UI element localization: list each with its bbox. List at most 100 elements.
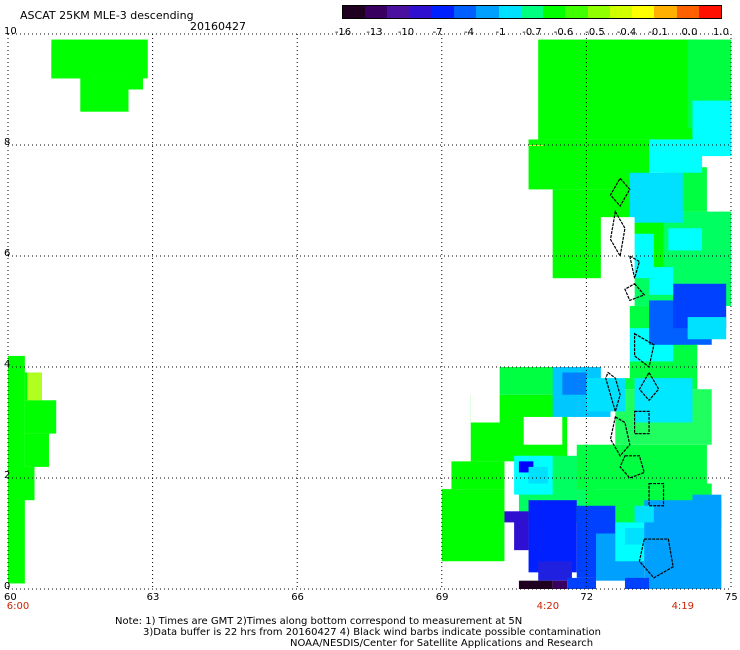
colorbar-label: -0.5 (585, 27, 605, 38)
wind-cell (668, 228, 703, 251)
y-tick-label: 4 (4, 359, 11, 370)
wind-cell (518, 580, 553, 589)
chart-title: ASCAT 25KM MLE-3 descending (20, 9, 194, 22)
colorbar-label: -4 (464, 27, 474, 38)
wind-cell (576, 444, 707, 490)
footer-note-2: 3)Data buffer is 22 hrs from 20160427 4)… (143, 627, 601, 638)
y-tick-label: 2 (4, 470, 11, 481)
colorbar-segment (698, 6, 722, 18)
y-tick-label: 10 (4, 26, 17, 37)
y-tick-label: 6 (4, 248, 11, 259)
time-label: 4:20 (536, 601, 560, 612)
wind-cell (538, 561, 572, 581)
colorbar-segment (343, 6, 366, 18)
wind-cell (600, 294, 630, 379)
wind-cell (687, 317, 727, 340)
colorbar-label: -7 (432, 27, 443, 38)
colorbar-label: -13 (366, 27, 383, 38)
colorbar-segment (609, 6, 633, 18)
y-tick-label: 0 (4, 581, 11, 592)
wind-cell (567, 577, 597, 589)
colorbar-segment (587, 6, 611, 18)
x-tick-label: 72 (580, 592, 594, 603)
colorbar-segment (409, 6, 433, 18)
colorbar-segment (498, 6, 522, 18)
colorbar-label: 1.0 (713, 27, 729, 38)
island-coastline (628, 254, 641, 279)
wind-cell (586, 378, 625, 412)
colorbar-segment (365, 6, 388, 18)
wind-cell (24, 433, 49, 467)
wind-cell (624, 527, 645, 545)
wind-cell (634, 505, 654, 523)
colorbar-segment (543, 6, 566, 18)
colorbar-label: 0.0 (681, 27, 698, 38)
wind-cell (692, 494, 722, 528)
x-tick-label: 66 (291, 592, 304, 603)
wind-cell (51, 45, 134, 79)
x-tick-label: 60 (4, 592, 17, 603)
wind-cell (528, 145, 544, 146)
wind-cell (528, 500, 577, 573)
colorbar-label: -0.6 (553, 27, 574, 38)
island-coastline (605, 371, 621, 414)
colorbar-segment (454, 6, 477, 18)
x-tick-label: 75 (725, 592, 738, 603)
colorbar-label: -1 (495, 27, 506, 38)
wind-cell (600, 217, 635, 295)
wind-cell (538, 39, 698, 140)
wind-cell (80, 78, 129, 112)
wind-cell (8, 355, 25, 584)
colorbar-label: -0.4 (616, 27, 637, 38)
island-coastline (619, 455, 645, 479)
wind-cell (17, 466, 35, 501)
colorbar-segment (654, 6, 678, 18)
colorbar-label: -10 (397, 27, 415, 38)
footer-note-1: Note: 1) Times are GMT 2)Times along bot… (115, 616, 523, 627)
colorbar-label: -16 (334, 27, 352, 38)
colorbar-segment (676, 6, 700, 18)
wind-cell (504, 522, 515, 562)
wind-cell (528, 466, 548, 484)
wind-cell (523, 416, 563, 445)
colorbar-label: -0.1 (648, 27, 668, 38)
island-coastline (609, 177, 631, 208)
x-tick-label: 63 (146, 592, 160, 603)
island-coastline (638, 538, 674, 579)
x-tick-label: 69 (435, 592, 449, 603)
wind-cell (128, 45, 143, 90)
colorbar-segment (431, 6, 455, 18)
wind-cell (24, 400, 57, 434)
time-label: 6:00 (6, 601, 30, 612)
colorbar (342, 5, 722, 19)
wind-cell (692, 100, 731, 157)
colorbar-segment (387, 6, 411, 18)
wind-cell (634, 378, 693, 423)
chart-date: 20160427 (190, 20, 246, 33)
time-label: 4:19 (671, 601, 695, 612)
wind-cell (562, 372, 587, 395)
wind-cell (470, 367, 500, 423)
wind-cell (552, 580, 568, 589)
wind-cell (27, 372, 42, 401)
island-coastline (633, 410, 650, 435)
island-coastline (633, 332, 655, 369)
wind-cell (624, 577, 650, 589)
island-coastline (638, 371, 660, 402)
island-coastline (624, 282, 646, 302)
wind-cell (528, 139, 650, 190)
colorbar-label: -0.7 (522, 27, 542, 38)
wind-cell (518, 461, 534, 473)
colorbar-segment (520, 6, 544, 18)
colorbar-segment (476, 6, 500, 18)
footer-note-3: NOAA/NESDIS/Center for Satellite Applica… (290, 638, 594, 649)
island-coastline (609, 416, 631, 457)
colorbar-segment (632, 6, 655, 18)
wind-cell (629, 172, 683, 223)
y-tick-label: 8 (4, 137, 11, 148)
island-coastline (648, 482, 665, 507)
wind-cell (451, 461, 505, 490)
colorbar-segment (565, 6, 589, 18)
island-coastline (609, 209, 626, 258)
